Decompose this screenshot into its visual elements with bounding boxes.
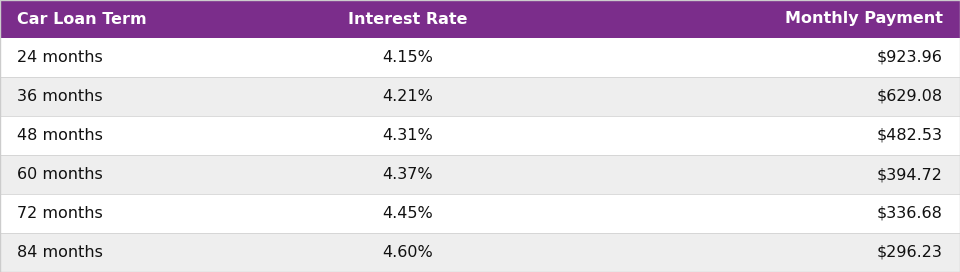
Text: $394.72: $394.72 xyxy=(876,167,943,182)
Text: 4.21%: 4.21% xyxy=(383,89,433,104)
Text: 24 months: 24 months xyxy=(17,50,103,65)
Bar xyxy=(0,0,960,38)
Text: $629.08: $629.08 xyxy=(876,89,943,104)
Text: Monthly Payment: Monthly Payment xyxy=(784,11,943,26)
Text: 4.15%: 4.15% xyxy=(383,50,433,65)
Text: 4.45%: 4.45% xyxy=(383,206,433,221)
Text: 72 months: 72 months xyxy=(17,206,103,221)
Text: 4.60%: 4.60% xyxy=(383,245,433,260)
Text: 84 months: 84 months xyxy=(17,245,103,260)
Bar xyxy=(0,38,960,77)
Bar xyxy=(0,77,960,116)
Text: 4.31%: 4.31% xyxy=(383,128,433,143)
Text: 4.37%: 4.37% xyxy=(383,167,433,182)
Text: $296.23: $296.23 xyxy=(876,245,943,260)
Text: $482.53: $482.53 xyxy=(876,128,943,143)
Text: $336.68: $336.68 xyxy=(876,206,943,221)
Bar xyxy=(0,116,960,155)
Text: Car Loan Term: Car Loan Term xyxy=(17,11,147,26)
Text: 60 months: 60 months xyxy=(17,167,103,182)
Text: 36 months: 36 months xyxy=(17,89,103,104)
Bar xyxy=(0,155,960,194)
Bar xyxy=(0,194,960,233)
Bar xyxy=(0,233,960,272)
Text: 48 months: 48 months xyxy=(17,128,103,143)
Text: Interest Rate: Interest Rate xyxy=(348,11,468,26)
Text: $923.96: $923.96 xyxy=(876,50,943,65)
